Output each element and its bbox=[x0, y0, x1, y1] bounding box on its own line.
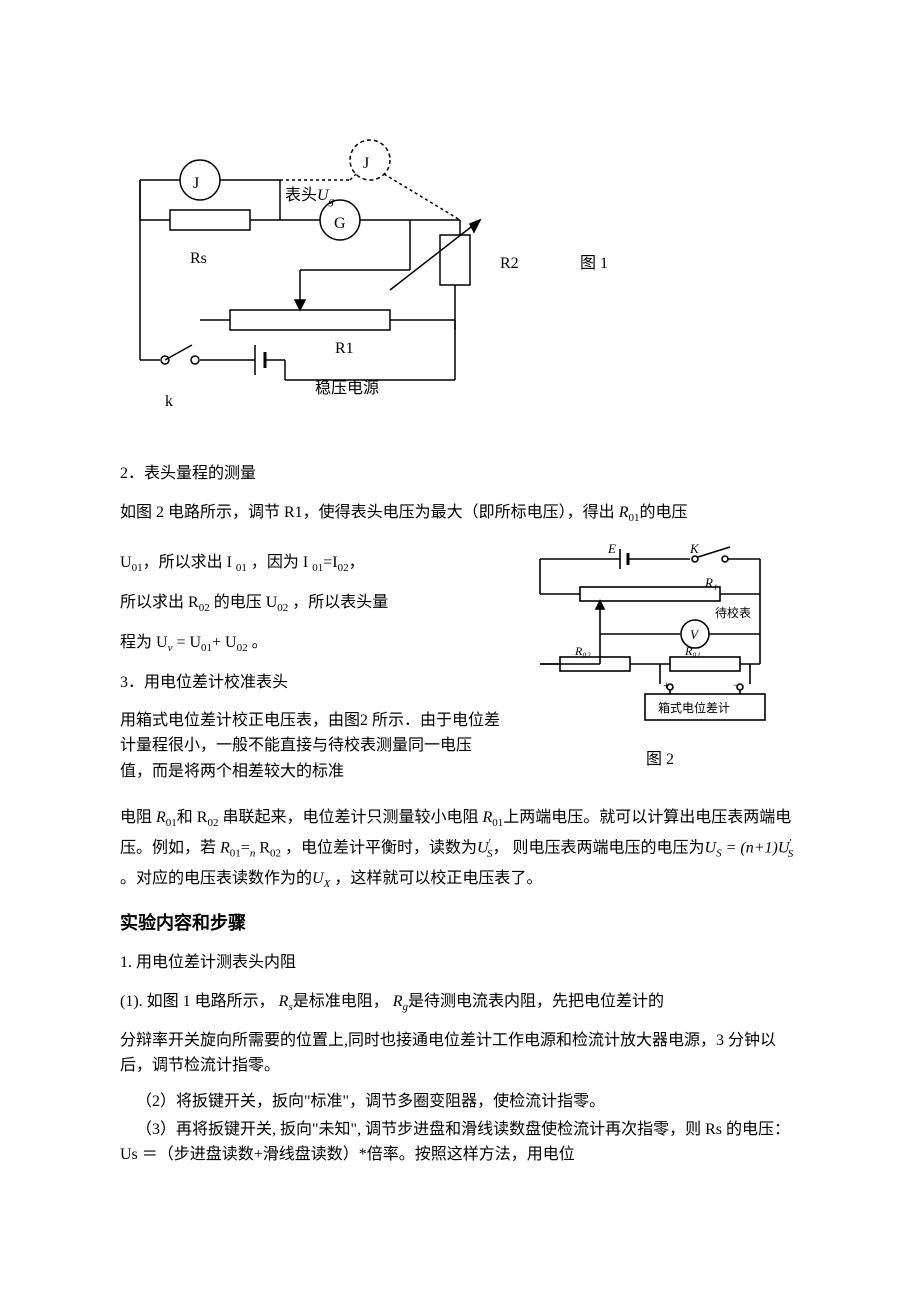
s2-p1-post: 的电压 bbox=[639, 504, 687, 521]
fig1-label-caption: 图 1 bbox=[580, 250, 608, 279]
s2-p4-b-sub: 01 bbox=[201, 642, 212, 654]
s3-p2-f-sub: 02 bbox=[270, 848, 281, 860]
s2-p2-a-sub: 01 bbox=[132, 562, 143, 574]
fig2-minus: − bbox=[733, 678, 740, 692]
steps-1-1-b: 是标准电阻， bbox=[293, 993, 393, 1010]
s3-p2-R3: R bbox=[220, 840, 230, 857]
fig1-ug-pre: 表头 bbox=[285, 187, 317, 204]
s2-p2-d-sub: 02 bbox=[338, 562, 349, 574]
s3-p2: 电阻 R01和 R02 串联起来，电位差计只测量较小电阻 R01上两端电压。就可… bbox=[120, 804, 800, 894]
s2-textcol: U01，所以求出 I 01 ，因为 I 01=I02， 所以求出 R02 的电压… bbox=[120, 539, 500, 795]
s3-p2-eq-r-sub: S bbox=[788, 848, 794, 860]
s3-title: 3．用电位差计校准表头 bbox=[120, 669, 500, 698]
fig1-label-j2: J bbox=[363, 150, 369, 179]
s2-p2-d: =I bbox=[323, 554, 337, 571]
fig2-box: 箱式电位差计 bbox=[658, 700, 730, 715]
s3-p2-R2: R bbox=[483, 809, 493, 826]
s2-p3-b-sub: 02 bbox=[277, 602, 288, 614]
s2-p4-c-sub: 02 bbox=[237, 642, 248, 654]
s3-p2-c: 串联起来，电位差计只测量较小电阻 bbox=[218, 809, 482, 826]
fig2-plus: + bbox=[663, 678, 670, 692]
s2-p1-R-sub: 01 bbox=[628, 512, 639, 524]
fig2-R1: R₁ bbox=[704, 575, 717, 590]
steps-1-1-a: (1). 如图 1 电路所示， bbox=[120, 993, 279, 1010]
steps-1-1-c: 是待测电流表内阻，先把电位差计的 bbox=[408, 993, 664, 1010]
s2-p3-c: ，所以表头量 bbox=[288, 594, 388, 611]
s2-p2-c-sub: 01 bbox=[312, 562, 323, 574]
s2-p3-a: 所以求出 R bbox=[120, 594, 199, 611]
fig1-label-j1: J bbox=[193, 170, 199, 199]
s3-p2-Ux: U bbox=[312, 870, 324, 887]
s2-p2-a: U bbox=[120, 554, 132, 571]
s2-p4: 程为 Uv = U01+ U02 。 bbox=[120, 629, 500, 659]
fig1-label-r2: R2 bbox=[500, 250, 519, 279]
s3-p2-j: ，这样就可以校正电压表了。 bbox=[330, 870, 542, 887]
fig2-E: E bbox=[607, 541, 616, 556]
s2-title: 2．表头量程的测量 bbox=[120, 460, 800, 489]
s3-p2-f: R bbox=[255, 840, 270, 857]
s3-p2-g: ，电位差计平衡时，读数为 bbox=[281, 840, 477, 857]
fig1-label-k: k bbox=[165, 388, 173, 417]
fig1-label-r1: R1 bbox=[335, 335, 354, 364]
fig1-ug-sub: g bbox=[329, 195, 335, 207]
steps-item1-1d: 分辩率开关旋向所需要的位置上,同时也接通电位差计工作电源和检流计放大器电源，3 … bbox=[120, 1028, 800, 1079]
page-root: J J 表头Ug G Rs R2 图 1 R1 k 稳压电源 2．表头量程的测量… bbox=[0, 0, 920, 1302]
fig2-meter-label: 待校表 bbox=[715, 605, 751, 620]
s3-p2-b-sub: 02 bbox=[207, 818, 218, 830]
s3-p2-eq-l: U bbox=[705, 840, 717, 857]
s3-p2-eq-m: = (n+1) bbox=[722, 840, 778, 857]
steps-1-1-Rs: R bbox=[279, 993, 289, 1010]
fig1-label-ug: 表头Ug bbox=[285, 182, 334, 212]
s2-p1: 如图 2 电路所示，调节 R1，使得表头电压为最大（即所标电压），得出 R01的… bbox=[120, 499, 800, 529]
figure-1-svg bbox=[120, 120, 800, 440]
s2-p4-d: 。 bbox=[248, 634, 268, 651]
s2-p2-b-sub: 01 bbox=[236, 562, 247, 574]
s2-p1-R: R bbox=[619, 504, 629, 521]
steps-item1-1a: (1). 如图 1 电路所示， Rs是标准电阻， Rg是待测电流表内阻，先把电位… bbox=[120, 988, 800, 1018]
s2-p2-b: ，所以求出 I bbox=[143, 554, 236, 571]
s3-p2-R1-sub: 01 bbox=[166, 818, 177, 830]
steps-item1: 1. 用电位差计测表头内阻 bbox=[120, 949, 800, 978]
s2-p2: U01，所以求出 I 01 ，因为 I 01=I02， bbox=[120, 549, 500, 579]
fig2-V: V bbox=[690, 627, 700, 642]
s2-p1-pre: 如图 2 电路所示，调节 R1，使得表头电压为最大（即所标电压），得出 bbox=[120, 504, 619, 521]
fig1-label-g: G bbox=[334, 210, 346, 239]
s2-p4-b: = U bbox=[172, 634, 201, 651]
s3-p2-R2-sub: 01 bbox=[492, 818, 503, 830]
s3-p2-i: 。对应的电压表读数作为的 bbox=[120, 870, 312, 887]
s2-p4-c: + U bbox=[212, 634, 237, 651]
fig2-R01: R₀₁ bbox=[684, 644, 701, 658]
s3-p2-b: 和 R bbox=[177, 809, 208, 826]
figure-1: J J 表头Ug G Rs R2 图 1 R1 k 稳压电源 bbox=[120, 120, 800, 440]
s3-p1: 用箱式电位差计校正电压表，由图2 所示．由于电位差计量程很小，一般不能直接与待校… bbox=[120, 708, 500, 785]
s3-p2-R3-sub: 01 bbox=[230, 848, 241, 860]
figure-2-svg: E K R₁ 待校表 V R₀₂ R₀₁ + − 箱式电位差计 bbox=[520, 539, 780, 729]
fig2-R02: R₀₂ bbox=[574, 644, 591, 658]
fig1-label-psu: 稳压电源 bbox=[315, 375, 379, 404]
s2-p2-c: ，因为 I bbox=[247, 554, 312, 571]
steps-item1-2: （2）将扳键开关，扳向"标准"，调节多圈变阻器，使检流计指零。 bbox=[120, 1089, 800, 1115]
s2-p3: 所以求出 R02 的电压 U02 ，所以表头量 bbox=[120, 589, 500, 619]
figure-2-wrap: E K R₁ 待校表 V R₀₂ R₀₁ + − 箱式电位差计 图 2 bbox=[500, 539, 800, 775]
s3-p2-e: = bbox=[241, 840, 250, 857]
s2-p2-e: ， bbox=[349, 554, 365, 571]
s2-p3-a-sub: 02 bbox=[199, 602, 210, 614]
s3-p2-a: 电阻 bbox=[120, 809, 156, 826]
steps-heading: 实验内容和步骤 bbox=[120, 907, 800, 939]
fig2-K: K bbox=[689, 541, 700, 556]
s2-p3-b: 的电压 U bbox=[210, 594, 278, 611]
s2-row: U01，所以求出 I 01 ，因为 I 01=I02， 所以求出 R02 的电压… bbox=[120, 539, 800, 795]
fig2-caption: 图 2 bbox=[520, 746, 800, 775]
fig1-label-rs: Rs bbox=[190, 245, 207, 274]
steps-item1-3: （3）再将扳键开关, 扳向"未知", 调节步进盘和滑线读数盘使检流计再次指零，则… bbox=[120, 1117, 800, 1168]
s2-p4-a: 程为 U bbox=[120, 634, 168, 651]
fig1-ug-var: U bbox=[317, 187, 329, 204]
s3-p2-R1: R bbox=[156, 809, 166, 826]
steps-1-1-Rg: R bbox=[393, 993, 403, 1010]
s3-p2-h: ， 则电压表两端电压的电压为 bbox=[492, 840, 704, 857]
